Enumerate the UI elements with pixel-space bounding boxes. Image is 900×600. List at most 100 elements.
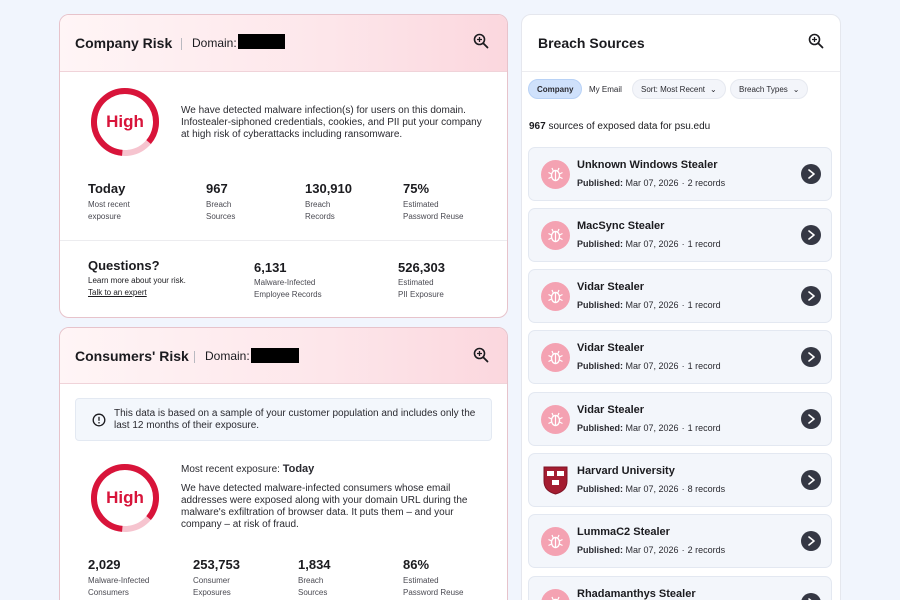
breach-source-name: Vidar Stealer [577,281,645,293]
breach-source-meta: Published: Mar 07, 2026 · 1 record [577,361,721,371]
filter-company-chip[interactable]: Company [528,79,583,99]
bug-icon [541,160,570,189]
stat-infected-consumers-value: 2,029 [88,557,121,572]
stat-pii-exposure-value: 526,303 [398,260,445,275]
breach-source-item[interactable]: Vidar Stealer Published: Mar 07, 2026 · 1 r… [528,269,832,323]
breach-source-meta: Published: Mar 07, 2026 · 1 record [577,239,721,249]
panel-divider [522,71,840,72]
breach-source-meta: Published: Mar 07, 2026 · 2 records [577,178,726,188]
consumers-risk-title: Consumers' Risk [75,348,189,364]
stat-infected-employees-value: 6,131 [254,260,287,275]
questions-subtitle: Learn more about your risk. [88,276,186,285]
company-risk-header: Company Risk Domain: [60,15,507,72]
sources-count: 967 sources of exposed data for psu.edu [529,121,711,132]
zoom-in-icon[interactable] [808,33,824,49]
company-risk-card: Company Risk Domain: High We have detect… [59,14,508,318]
domain-label: Domain: [192,36,237,50]
crest-icon [543,466,568,495]
breach-sources-panel: Breach Sources Company My Email Sort: Mo… [521,14,841,600]
risk-level-label: High [106,112,144,131]
stat-infected-employees-label: Malware-Infected Employee Records [254,278,322,299]
breach-source-meta: Published: Mar 07, 2026 · 1 record [577,300,721,310]
recent-exposure-line: Most recent exposure: Today [181,463,315,475]
breach-source-item[interactable]: Rhadamanthys Stealer [528,576,832,600]
bug-icon [541,589,570,600]
consumers-risk-description: We have detected malware-infected consum… [181,483,468,530]
stat-consumer-exposures-label: Consumer Exposures [193,576,231,597]
stat-password-reuse-value: 75% [403,181,430,196]
chevron-right-icon[interactable] [801,470,821,490]
risk-level-label: High [106,488,144,507]
sample-notice-text: This data is based on a sample of your c… [114,408,476,431]
stat-consumer-exposures-value: 253,753 [193,557,240,572]
breach-source-name: Harvard University [577,465,675,477]
talk-to-expert-link[interactable]: Talk to an expert [88,288,147,297]
chevron-down-icon: ⌄ [792,85,800,94]
zoom-in-icon[interactable] [473,347,489,363]
bug-icon [541,282,570,311]
redacted-domain [251,348,299,363]
sort-dropdown-label: Sort: Most Recent [641,85,706,94]
risk-gauge [91,464,159,532]
sort-dropdown[interactable]: Sort: Most Recent ⌄ [632,79,726,99]
stat-breach-sources-value: 1,834 [298,557,331,572]
filter-my-email-chip[interactable]: My Email [589,85,622,94]
breach-source-meta: Published: Mar 07, 2026 · 2 records [577,545,726,555]
breach-source-item[interactable]: Vidar Stealer Published: Mar 07, 2026 · 1 r… [528,392,832,446]
breach-types-label: Breach Types [739,85,788,94]
stat-password-reuse-label: Estimated Password Reuse [403,576,464,597]
company-risk-description: We have detected malware infection(s) fo… [181,105,482,140]
breach-source-item[interactable]: Harvard University Published: Mar 07, 202… [528,453,832,507]
chevron-right-icon[interactable] [801,164,821,184]
breach-source-meta: Published: Mar 07, 2026 · 1 record [577,423,721,433]
stat-password-reuse-value: 86% [403,557,430,572]
stat-infected-consumers-label: Malware-Infected Consumers [88,576,150,597]
header-separator [194,351,195,363]
breach-source-name: Vidar Stealer [577,342,645,354]
bug-icon [541,221,570,250]
consumers-risk-header: Consumers' Risk Domain: [60,328,507,384]
risk-gauge [91,88,159,156]
breach-types-dropdown[interactable]: Breach Types ⌄ [730,79,809,99]
breach-source-name: LummaC2 Stealer [577,526,670,538]
domain-label: Domain: [205,349,250,363]
bug-icon [541,527,570,556]
breach-source-item[interactable]: MacSync Stealer Published: Mar 07, 2026 · 1… [528,208,832,262]
company-risk-title: Company Risk [75,35,173,51]
chevron-right-icon[interactable] [801,531,821,551]
breach-source-name: Rhadamanthys Stealer [577,588,696,600]
chevron-down-icon: ⌄ [710,85,717,94]
breach-source-item[interactable]: Vidar Stealer Published: Mar 07, 2026 · 1 r… [528,330,832,384]
breach-source-name: Unknown Windows Stealer [577,159,718,171]
chevron-right-icon[interactable] [801,593,821,600]
stat-breach-records-label: Breach Records [305,200,335,221]
bug-icon [541,405,570,434]
stat-breach-sources-label: Breach Sources [298,576,328,597]
stat-recent-exposure-label: Most recent exposure [88,200,130,221]
breach-source-item[interactable]: Unknown Windows Stealer Published: Mar 07… [528,147,832,201]
breach-source-name: MacSync Stealer [577,220,665,232]
stat-password-reuse-label: Estimated Password Reuse [403,200,464,221]
breach-source-name: Vidar Stealer [577,404,645,416]
consumers-risk-card: Consumers' Risk Domain: This data is bas… [59,327,508,600]
questions-title: Questions? [88,258,160,273]
chevron-right-icon[interactable] [801,225,821,245]
stat-recent-exposure-value: Today [88,181,126,196]
chevron-right-icon[interactable] [801,409,821,429]
info-icon [92,413,106,427]
stat-breach-sources-value: 967 [206,181,228,196]
zoom-in-icon[interactable] [473,33,489,49]
breach-source-item[interactable]: LummaC2 Stealer Published: Mar 07, 2026 · 2… [528,514,832,568]
chevron-right-icon[interactable] [801,286,821,306]
redacted-domain [238,34,285,49]
header-separator [181,38,182,50]
sample-notice: This data is based on a sample of your c… [75,398,492,441]
stat-breach-sources-label: Breach Sources [206,200,236,221]
bug-icon [541,343,570,372]
stat-pii-exposure-label: Estimated PII Exposure [398,278,444,299]
breach-sources-title: Breach Sources [538,35,645,51]
stats-divider [60,240,507,241]
breach-source-meta: Published: Mar 07, 2026 · 8 records [577,484,726,494]
chevron-right-icon[interactable] [801,347,821,367]
stat-breach-records-value: 130,910 [305,181,352,196]
